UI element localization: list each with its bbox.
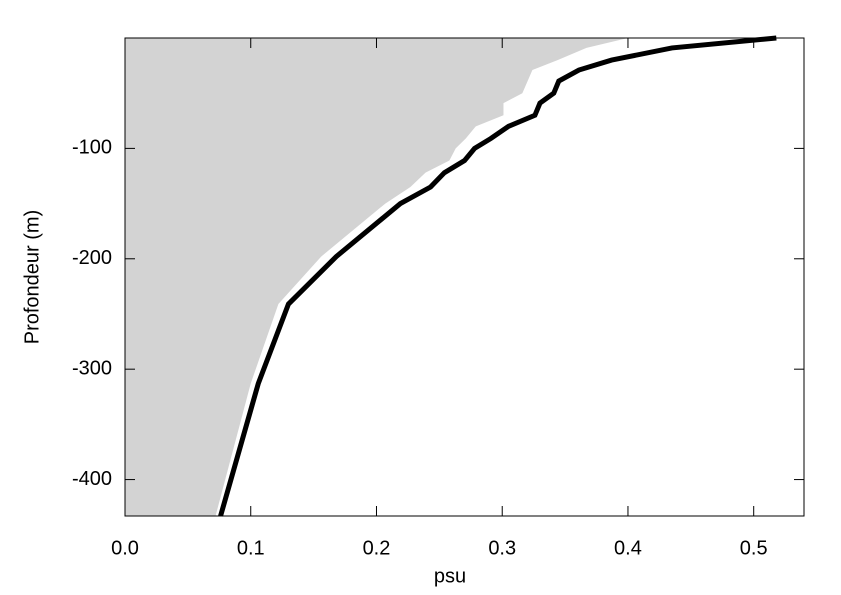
x-tick-label: 0.2 xyxy=(363,537,391,559)
area xyxy=(125,38,628,516)
x-tick-label: 0.5 xyxy=(740,537,768,559)
y-tick-label: -100 xyxy=(72,137,112,159)
plot-frame xyxy=(124,37,805,517)
x-axis-title: psu xyxy=(434,565,466,587)
line xyxy=(218,35,777,517)
x-tick-label: 0.1 xyxy=(237,537,265,559)
x-tick-label: 0.3 xyxy=(488,537,516,559)
y-tick-label: -300 xyxy=(72,357,112,379)
x-tick-label: 0.4 xyxy=(614,537,642,559)
y-tick-label: -200 xyxy=(72,247,112,269)
x-tick-label: 0.0 xyxy=(111,537,139,559)
y-axis-title: Profondeur (m) xyxy=(21,210,43,345)
y-tick-label: -400 xyxy=(72,468,112,490)
